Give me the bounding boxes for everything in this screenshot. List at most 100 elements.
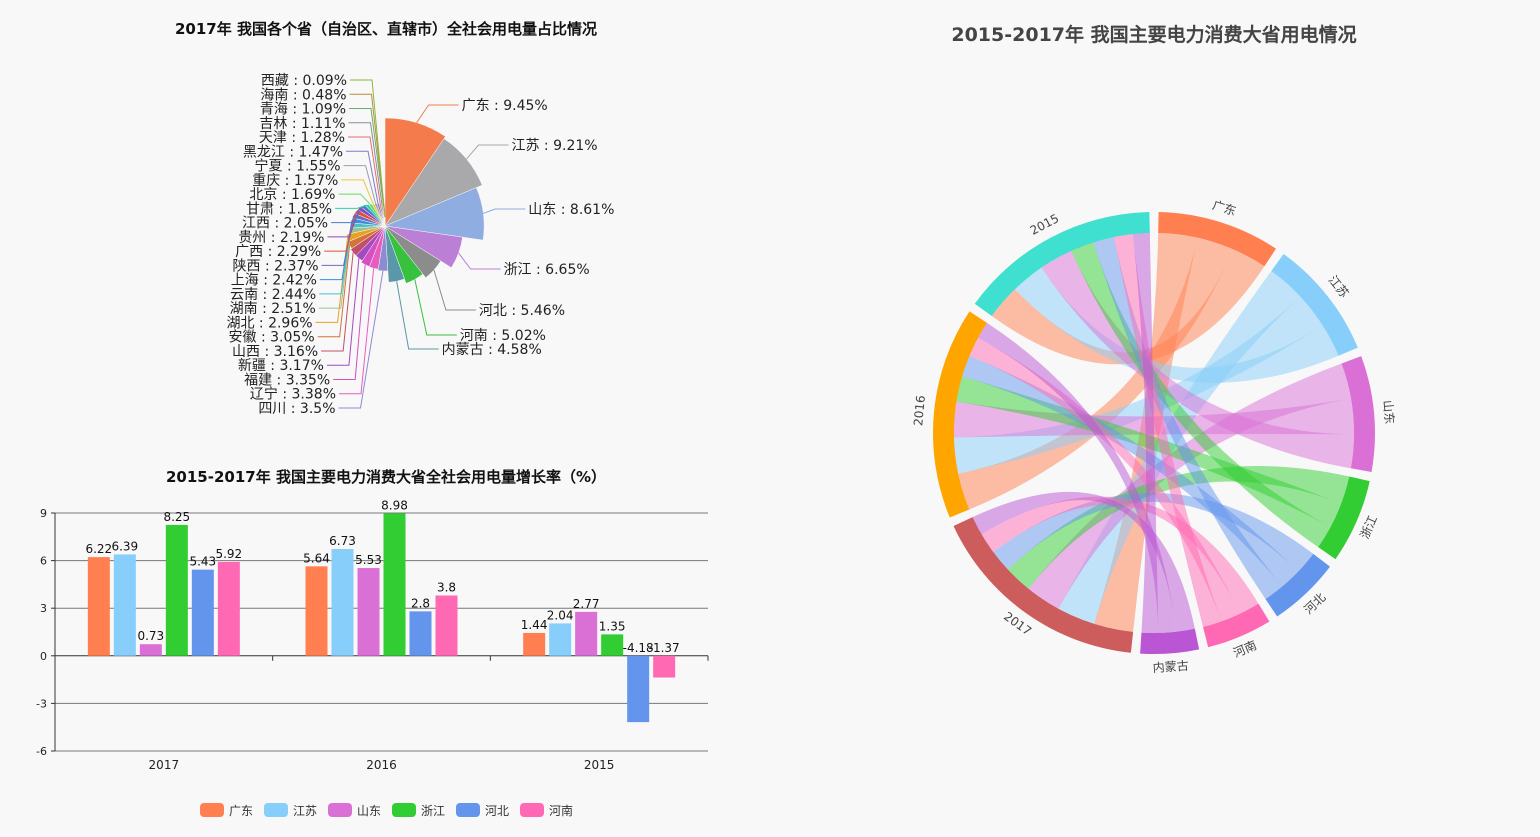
chord-ribbon — [1028, 363, 1351, 609]
bar-value-label: -1.37 — [649, 641, 680, 655]
chord-node-label: 内蒙古 — [1152, 658, 1189, 676]
chord-node-arc — [1341, 356, 1376, 473]
chord-node-label: 广东 — [1211, 198, 1238, 219]
pie-label: 辽宁 : 3.38% — [250, 386, 336, 403]
legend-label: 河北 — [485, 804, 509, 818]
y-tick-label: 6 — [40, 555, 47, 568]
pie-label: 西藏 : 0.09% — [261, 73, 347, 89]
pie-label: 湖南 : 2.51% — [230, 301, 316, 317]
y-tick-label: -6 — [36, 745, 47, 758]
legend-label: 江苏 — [293, 804, 317, 818]
chord-node-label: 江苏 — [1326, 273, 1352, 301]
pie-label: 黑龙江 : 1.47% — [243, 144, 343, 160]
chord-node-arc — [1203, 603, 1270, 648]
bar-value-label: 2.04 — [547, 608, 574, 622]
bar-value-label: 5.92 — [215, 547, 242, 561]
pie-label: 宁夏 : 1.55% — [255, 158, 341, 175]
bar-value-label: 1.35 — [599, 619, 626, 633]
pie-slice — [384, 225, 405, 283]
pie-label: 安徽 : 3.05% — [229, 330, 315, 346]
pie-label-line — [348, 122, 383, 207]
bar-value-label: 2.77 — [573, 597, 600, 611]
bar — [165, 524, 188, 656]
pie-label-line — [350, 79, 386, 218]
bar-value-label: 6.39 — [111, 539, 138, 553]
bar — [409, 611, 432, 656]
pie-label: 山东 : 8.61% — [528, 202, 614, 218]
pie-label: 河北 : 5.46% — [479, 303, 565, 319]
legend-swatch — [200, 803, 224, 817]
pie-label: 河南 : 5.02% — [460, 328, 546, 344]
bar-chart: -6 -3 0 3 6 9 2017 6.22 6.39 0.73 8.25 5.435.92 2016… — [36, 498, 709, 818]
bar — [653, 655, 676, 678]
pie-slice — [379, 204, 386, 227]
chord-ribbon — [1093, 237, 1283, 600]
bar-value-label: 8.25 — [163, 510, 190, 524]
pie-label-line — [331, 205, 364, 224]
chord-node-label: 河南 — [1231, 637, 1259, 660]
chord-ribbon — [1132, 233, 1159, 633]
pie-slice — [384, 187, 485, 241]
pie-label: 重庆 : 1.57% — [252, 173, 338, 189]
bar — [383, 513, 406, 656]
bar — [191, 569, 214, 656]
legend-swatch — [328, 803, 352, 817]
chord-node-arc — [1318, 476, 1370, 560]
chord-node-arc — [933, 311, 988, 518]
chord-node-label: 山东 — [1381, 400, 1397, 425]
pie-label-line — [321, 252, 354, 352]
chord-ribbon — [956, 376, 1342, 527]
chord-ribbon — [993, 492, 1314, 572]
bar — [435, 595, 458, 656]
pie-label: 青海 : 1.09% — [260, 102, 346, 118]
legend-label: 浙江 — [421, 804, 445, 818]
chord-ribbon — [1007, 465, 1350, 589]
legend-label: 山东 — [357, 804, 381, 818]
pie-slice — [369, 203, 386, 227]
x-tick-label: 2017 — [149, 758, 180, 772]
bar-value-label: 1.44 — [521, 618, 548, 632]
bar — [139, 644, 162, 656]
x-tick-label: 2016 — [366, 758, 397, 772]
bar — [87, 557, 110, 656]
pie-label-line — [346, 150, 379, 204]
chord-ribbon — [991, 249, 1265, 365]
chord-ribbon — [1071, 242, 1331, 548]
bar — [305, 566, 328, 656]
bar — [217, 561, 240, 656]
pie-slice — [350, 225, 386, 256]
y-tick-label: 0 — [40, 650, 47, 663]
bar — [575, 611, 598, 656]
chord-ribbon — [958, 237, 1234, 510]
pie-label: 四川 : 3.5% — [258, 401, 335, 417]
pie-label: 江西 : 2.05% — [242, 216, 328, 232]
chord-node-arc — [1271, 253, 1358, 356]
pie-label: 浙江 : 6.65% — [504, 262, 590, 278]
pie-slice — [384, 225, 442, 279]
y-tick-label: 9 — [40, 507, 47, 520]
legend-label: 河南 — [549, 803, 573, 818]
pie-label-line — [338, 193, 371, 205]
bar — [523, 632, 546, 656]
pie-label-line — [338, 270, 384, 409]
pie-label-line — [317, 245, 351, 338]
pie-label: 新疆 : 3.17% — [238, 358, 324, 374]
pie-label: 山西 : 3.16% — [232, 344, 318, 360]
chord-ribbon — [962, 355, 1299, 587]
pie-label-line — [483, 208, 526, 214]
pie-slice — [360, 225, 386, 267]
bar-value-label: 5.53 — [355, 553, 382, 567]
bar — [357, 568, 380, 656]
pie-label: 云南 : 2.44% — [230, 287, 316, 303]
pie-label-line — [333, 264, 366, 380]
chord-node-arc — [1265, 553, 1331, 617]
pie-label-line — [433, 269, 476, 311]
pie-label-line — [349, 93, 386, 213]
pie-label-line — [324, 211, 357, 252]
bar-value-label: 2.8 — [411, 596, 430, 610]
pie-label-line — [321, 215, 355, 266]
pie-label-line — [349, 108, 385, 207]
bar-value-label: 5.64 — [303, 551, 330, 565]
legend-swatch — [392, 803, 416, 817]
legend-swatch — [264, 803, 288, 817]
